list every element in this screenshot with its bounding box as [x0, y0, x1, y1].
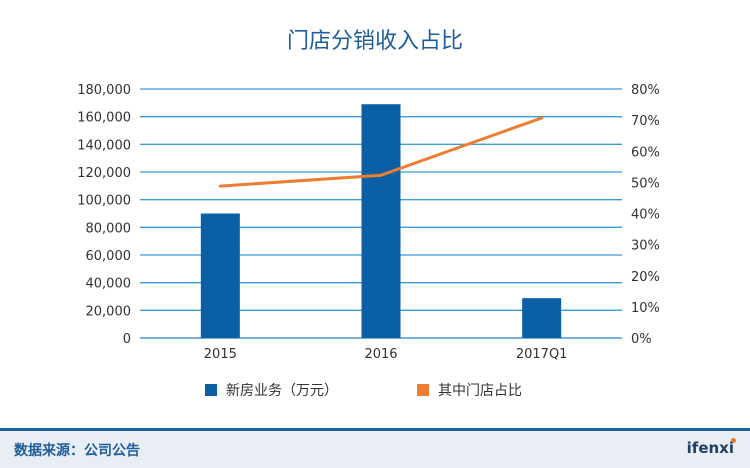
y-right-tick-label: 50% [631, 176, 660, 191]
line-point [540, 116, 544, 120]
x-tick-label: 2016 [364, 347, 397, 362]
line-point [218, 184, 222, 188]
x-tick-label: 2017Q1 [516, 347, 568, 362]
y-right-tick-label: 60% [631, 145, 660, 160]
y-left-tick-label: 20,000 [86, 304, 132, 319]
line-point [379, 173, 383, 177]
legend-swatch-line [417, 384, 429, 396]
y-left-tick-label: 140,000 [77, 138, 131, 153]
y-left-tick-label: 80,000 [86, 221, 132, 236]
legend-label-bar: 新房业务（万元） [226, 383, 338, 399]
chart: 门店分销收入占比 0 20,000 40,000 60,000 80,000 100,00… [77, 29, 660, 399]
bar [522, 298, 562, 338]
y-left-tick-label: 180,000 [77, 83, 131, 98]
chart-title: 门店分销收入占比 [287, 29, 463, 54]
y-left-tick-label: 160,000 [77, 111, 131, 126]
bar [361, 104, 401, 338]
y-right-tick-label: 40% [631, 208, 660, 223]
y-left-tick-label: 40,000 [86, 277, 132, 292]
brand-logo: ifenxi [686, 439, 734, 457]
y-left-tick-label: 60,000 [86, 249, 132, 264]
y-right-tick-label: 20% [631, 270, 660, 285]
footer: 数据来源：公司公告 ifenxi [0, 428, 750, 468]
brand-dot-icon [731, 438, 736, 443]
y-left-tick-label: 120,000 [77, 166, 131, 181]
bar-series [200, 104, 562, 338]
y-axis-left: 0 20,000 40,000 60,000 80,000 100,000 120,000 1… [77, 83, 131, 347]
y-right-tick-label: 10% [631, 301, 660, 316]
legend: 新房业务（万元） 其中门店占比 [205, 383, 522, 399]
y-right-tick-label: 80% [631, 83, 660, 98]
x-tick-label: 2015 [204, 347, 237, 362]
y-left-tick-label: 0 [123, 332, 131, 347]
y-left-tick-label: 100,000 [77, 194, 131, 209]
line-series [218, 116, 544, 188]
source-note: 数据来源：公司公告 [14, 443, 140, 459]
legend-label-line: 其中门店占比 [438, 383, 522, 399]
y-right-tick-label: 30% [631, 239, 660, 254]
y-right-tick-label: 0% [631, 332, 652, 347]
y-right-tick-label: 70% [631, 114, 660, 129]
y-axis-right: 0% 10% 20% 30% 40% 50% 60% 70% 80% [631, 83, 660, 347]
legend-swatch-bar [205, 384, 217, 396]
bar [200, 213, 240, 338]
x-axis: 2015 2016 2017Q1 [204, 347, 568, 362]
